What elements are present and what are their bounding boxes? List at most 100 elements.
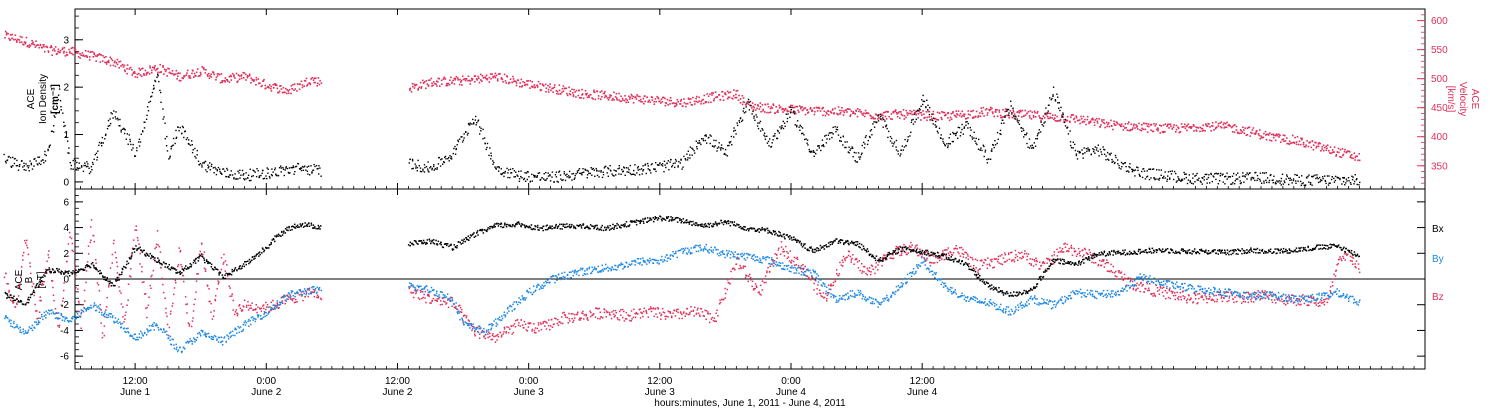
data-point — [578, 89, 580, 92]
data-point — [1046, 262, 1048, 264]
data-point — [882, 256, 884, 259]
data-point — [965, 117, 968, 120]
data-point — [229, 287, 231, 289]
data-point — [1272, 136, 1275, 139]
data-point — [554, 174, 557, 176]
data-point — [69, 236, 71, 238]
data-point — [776, 257, 778, 259]
data-point — [173, 74, 175, 76]
data-point — [1310, 146, 1313, 149]
data-point — [1311, 175, 1313, 178]
data-point — [886, 127, 888, 130]
data-point — [419, 167, 422, 169]
data-point — [1143, 170, 1146, 172]
data-point — [7, 32, 9, 35]
data-point — [724, 287, 726, 290]
data-point — [758, 122, 761, 124]
data-point — [786, 109, 788, 111]
data-point — [986, 114, 989, 116]
data-point — [919, 109, 921, 111]
data-point — [131, 247, 134, 249]
data-point — [60, 106, 62, 108]
data-point — [1329, 146, 1332, 148]
data-point — [498, 166, 500, 168]
data-point — [995, 258, 998, 260]
data-point — [293, 89, 295, 92]
data-point — [1024, 109, 1027, 112]
data-point — [775, 106, 777, 108]
data-point — [1242, 126, 1244, 129]
data-point — [1337, 147, 1340, 150]
data-point — [712, 145, 714, 147]
data-point — [275, 174, 277, 176]
data-point — [507, 332, 510, 334]
data-point — [820, 295, 822, 297]
data-point — [822, 106, 824, 109]
data-point — [782, 248, 785, 250]
data-point — [498, 170, 500, 172]
data-point — [629, 164, 631, 167]
data-point — [432, 297, 435, 300]
data-point — [1044, 121, 1046, 123]
data-point — [1156, 127, 1159, 129]
y-b-tick-label: 4 — [63, 223, 69, 234]
data-point — [1280, 177, 1283, 180]
data-point — [1129, 166, 1131, 169]
data-point — [999, 133, 1001, 135]
data-point — [826, 138, 828, 140]
data-point — [210, 76, 213, 78]
data-point — [247, 309, 250, 311]
data-point — [169, 71, 171, 74]
data-point — [256, 168, 258, 170]
data-point — [49, 46, 52, 49]
data-point — [1183, 171, 1185, 174]
data-point — [931, 113, 933, 115]
data-point — [512, 168, 514, 170]
data-point — [683, 311, 685, 313]
data-point — [262, 80, 265, 82]
data-point — [1173, 178, 1175, 181]
data-point — [51, 280, 53, 282]
data-point — [241, 169, 244, 172]
data-point — [1342, 177, 1344, 179]
data-point — [673, 309, 676, 312]
data-point — [290, 92, 292, 95]
data-point — [439, 304, 442, 306]
data-point — [849, 149, 851, 151]
data-point — [941, 258, 943, 260]
data-point — [802, 268, 804, 271]
data-point — [840, 140, 842, 142]
data-point — [587, 95, 590, 97]
data-point — [152, 88, 155, 90]
data-point — [293, 301, 296, 304]
data-point — [896, 113, 898, 115]
data-point — [888, 115, 890, 118]
data-point — [871, 265, 874, 267]
data-point — [270, 85, 272, 88]
data-point — [1292, 134, 1294, 137]
data-point — [661, 307, 664, 310]
data-point — [38, 162, 40, 164]
data-point — [866, 274, 869, 276]
data-point — [844, 146, 846, 149]
data-point — [1101, 120, 1103, 123]
data-point — [435, 80, 438, 82]
data-point — [779, 253, 782, 255]
data-point — [875, 114, 878, 116]
data-point — [183, 280, 185, 283]
data-point — [1039, 117, 1041, 119]
data-point — [263, 177, 266, 180]
data-point — [604, 90, 606, 93]
data-point — [630, 310, 633, 312]
data-point — [1135, 289, 1137, 292]
data-point — [817, 284, 819, 286]
data-point — [936, 130, 939, 132]
data-point — [1162, 177, 1164, 179]
data-point — [227, 175, 230, 178]
data-point — [1051, 97, 1053, 100]
data-point — [1024, 250, 1026, 252]
data-point — [197, 273, 199, 275]
data-point — [448, 83, 451, 86]
data-point — [15, 302, 18, 305]
data-point — [714, 91, 717, 93]
